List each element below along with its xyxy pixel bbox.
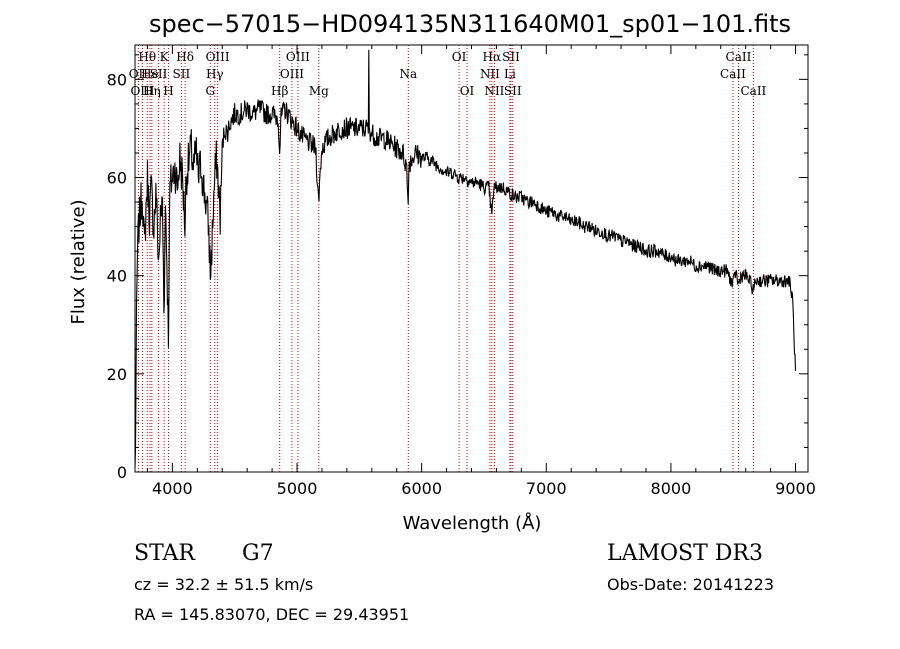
spectral-line-label: CaII	[740, 84, 766, 98]
spectral-line-label: OIII	[280, 67, 304, 81]
spectral-line-label: He	[141, 67, 159, 81]
spectral-line-label: OIII	[286, 50, 310, 64]
spectral-line-label: Na	[399, 67, 417, 81]
spectral-line-label: SII	[150, 67, 168, 81]
spectral-line-label: OIII	[130, 84, 154, 98]
spectral-line-label: NII	[480, 67, 500, 81]
y-tick-label: 60	[107, 169, 127, 188]
spectral-line-label: H	[163, 84, 173, 98]
spectral-line-label: Li	[504, 67, 516, 81]
x-tick-label: 6000	[401, 479, 442, 498]
spectral-line-label: OIII	[206, 50, 230, 64]
spectral-line-label: SII	[173, 67, 191, 81]
spectral-line-label: OII	[129, 67, 149, 81]
spectral-line-markers	[137, 45, 754, 472]
y-axis-ticks: 0 20 40 60 80	[107, 54, 808, 482]
y-tick-label: 40	[107, 267, 127, 286]
x-tick-label: 9000	[775, 479, 816, 498]
spectral-line-label: Hγ	[206, 67, 224, 81]
redshift-cz: cz = 32.2 ± 51.5 km/s	[134, 575, 313, 594]
object-subclass: G7	[242, 541, 274, 566]
spectral-line-label: NII	[484, 84, 504, 98]
spectral-line-label: Hβ	[271, 84, 288, 98]
spectral-line-label: SII	[502, 50, 520, 64]
x-tick-label: 4000	[152, 479, 193, 498]
x-tick-label: 7000	[526, 479, 567, 498]
spectrum-line	[134, 49, 797, 468]
y-tick-label: 0	[117, 463, 127, 482]
spectral-line-label: Mg	[309, 84, 329, 98]
y-tick-label: 80	[107, 70, 127, 89]
spectral-line-label: G	[205, 84, 215, 98]
x-axis-label: Wavelength (Å)	[403, 512, 542, 534]
spectral-line-label: K	[160, 50, 170, 64]
y-axis-label: Flux (relative)	[68, 199, 89, 324]
spectral-line-label: SII	[504, 84, 522, 98]
ra-dec-coordinates: RA = 145.83070, DEC = 29.43951	[134, 605, 409, 624]
spectral-line-label: Hθ	[138, 50, 156, 64]
x-tick-label: 5000	[277, 479, 318, 498]
spectral-line-label: Hδ	[176, 50, 194, 64]
spectral-line-label: CaII	[720, 67, 746, 81]
spectral-line-label: Hη	[143, 84, 161, 98]
chart-title: spec−57015−HD094135N311640M01_sp01−101.f…	[149, 10, 791, 38]
spectral-line-label: Hα	[483, 50, 502, 64]
plot-frame	[134, 44, 809, 473]
spectral-line-label: OI	[452, 50, 467, 64]
object-type: STAR	[134, 541, 196, 566]
x-axis-ticks: 4000 5000 6000 7000 8000 9000	[146, 45, 816, 498]
spectral-line-label: CaII	[726, 50, 752, 64]
observation-date: Obs-Date: 20141223	[607, 575, 774, 594]
survey-release: LAMOST DR3	[607, 541, 763, 566]
y-tick-label: 20	[107, 365, 127, 384]
spectral-line-label: OI	[460, 84, 475, 98]
x-tick-label: 8000	[651, 479, 692, 498]
